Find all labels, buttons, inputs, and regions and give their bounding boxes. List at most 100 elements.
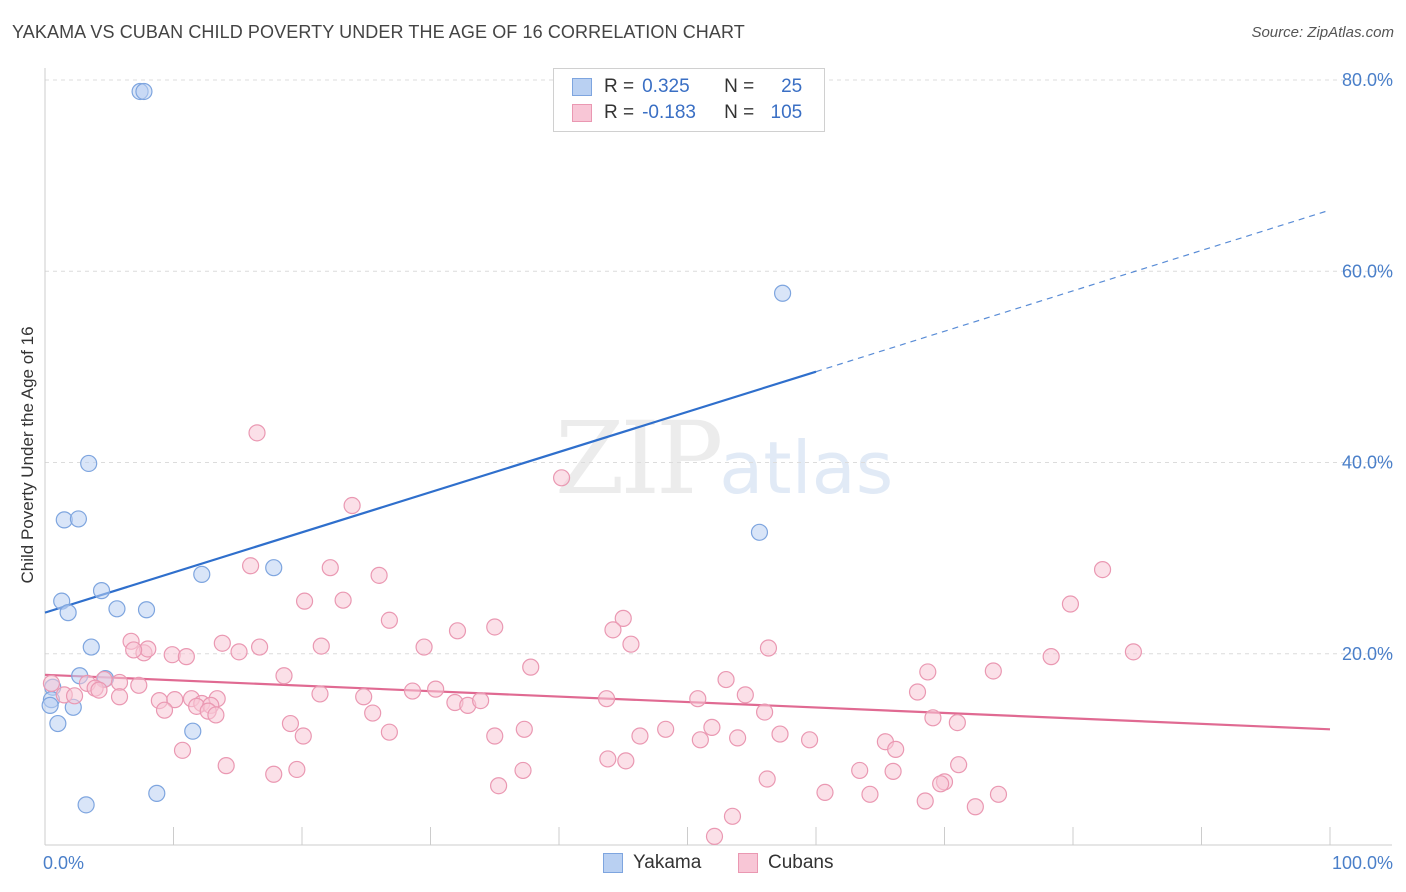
point-yakama: [135, 82, 153, 101]
point-yakama: [108, 600, 126, 618]
point-cubans: [173, 741, 192, 759]
series-label-cubans: Cubans: [768, 852, 834, 873]
axes: [44, 68, 1392, 846]
point-cubans: [515, 720, 533, 738]
point-cubans: [514, 761, 532, 780]
point-cubans: [736, 686, 754, 704]
legend-swatch-cubans: [572, 104, 592, 122]
point-yakama: [69, 510, 88, 528]
point-yakama: [265, 559, 283, 577]
stats-legend: R = 0.325 N = 25 R = -0.183 N = 105: [553, 68, 825, 132]
y-tick-label: 20.0%: [1342, 644, 1393, 664]
point-cubans: [248, 424, 266, 442]
point-cubans: [771, 725, 789, 743]
point-cubans: [130, 676, 148, 694]
point-cubans: [884, 762, 902, 780]
point-cubans: [759, 639, 778, 657]
legend-r-value: -0.183: [642, 102, 696, 123]
point-cubans: [691, 731, 709, 749]
point-cubans: [604, 621, 622, 639]
point-cubans: [597, 690, 616, 708]
point-cubans: [427, 680, 445, 698]
point-yakama: [49, 714, 67, 733]
point-cubans: [312, 637, 330, 655]
point-cubans: [966, 798, 984, 816]
point-cubans: [472, 692, 490, 710]
point-cubans: [288, 760, 306, 779]
point-cubans: [522, 658, 540, 676]
y-tick-label: 80.0%: [1342, 70, 1393, 90]
point-cubans: [403, 682, 422, 700]
point-cubans: [622, 635, 640, 653]
point-cubans: [230, 643, 248, 661]
point-cubans: [321, 559, 339, 577]
series-label-yakama: Yakama: [633, 852, 702, 873]
point-cubans: [281, 714, 300, 733]
point-cubans: [1061, 595, 1080, 613]
point-cubans: [364, 704, 382, 722]
point-cubans: [265, 765, 283, 783]
tick-labels: 20.0% 40.0% 60.0% 80.0% 0.0% 100.0%: [43, 70, 1393, 873]
point-yakama: [80, 454, 98, 473]
point-cubans: [989, 785, 1008, 803]
point-cubans: [125, 641, 143, 659]
point-cubans: [448, 622, 467, 640]
point-cubans: [486, 727, 504, 745]
watermark: ZIPatlas: [555, 400, 893, 517]
point-cubans: [242, 557, 260, 575]
point-yakama: [137, 601, 156, 619]
point-cubans: [217, 757, 235, 775]
point-cubans: [758, 770, 776, 788]
point-cubans: [950, 756, 968, 774]
x-tick-label: 0.0%: [43, 853, 84, 873]
point-yakama: [77, 796, 95, 814]
point-cubans: [166, 691, 184, 709]
point-cubans: [250, 638, 269, 656]
trend-extension-yakama: [815, 209, 1331, 373]
chart-title: YAKAMA VS CUBAN CHILD POVERTY UNDER THE …: [12, 22, 745, 42]
legend-r-value: 0.325: [642, 76, 690, 97]
point-cubans: [334, 591, 352, 609]
legend-n-label: N =: [724, 76, 755, 97]
point-cubans: [932, 775, 950, 793]
legend-row-cubans: R = -0.183 N = 105: [572, 101, 802, 125]
point-cubans: [295, 592, 314, 610]
series-swatch-cubans: [738, 853, 758, 873]
point-cubans: [599, 750, 617, 768]
point-cubans: [703, 718, 721, 736]
point-cubans: [861, 785, 879, 803]
point-cubans: [370, 566, 388, 584]
y-tick-label: 40.0%: [1342, 453, 1393, 473]
point-cubans: [275, 667, 293, 685]
point-cubans: [486, 618, 504, 636]
point-yakama: [82, 638, 100, 656]
point-cubans: [723, 807, 742, 825]
legend-r-label: R =: [604, 102, 635, 123]
y-tick-label: 60.0%: [1342, 261, 1393, 281]
series-swatch-yakama: [603, 853, 623, 873]
point-cubans: [163, 646, 181, 664]
point-cubans: [42, 674, 61, 692]
point-cubans: [631, 727, 649, 745]
point-cubans: [110, 673, 129, 692]
point-yakama: [59, 604, 77, 622]
point-cubans: [415, 638, 433, 656]
point-yakama: [184, 722, 202, 740]
point-cubans: [705, 827, 724, 845]
series-legend-yakama: Yakama: [603, 852, 701, 874]
legend-swatch-yakama: [572, 78, 592, 96]
point-cubans: [919, 663, 937, 681]
point-cubans: [916, 792, 934, 810]
point-cubans: [294, 727, 312, 745]
point-cubans: [380, 723, 398, 741]
series-legend-cubans: Cubans: [738, 852, 834, 874]
source-label: Source: ZipAtlas.com: [1251, 24, 1394, 41]
point-cubans: [552, 469, 571, 487]
point-cubans: [343, 496, 361, 515]
point-cubans: [908, 683, 927, 701]
point-cubans: [851, 761, 869, 780]
point-cubans: [65, 687, 84, 705]
watermark-zip: ZIP: [555, 400, 723, 517]
point-cubans: [816, 783, 834, 802]
